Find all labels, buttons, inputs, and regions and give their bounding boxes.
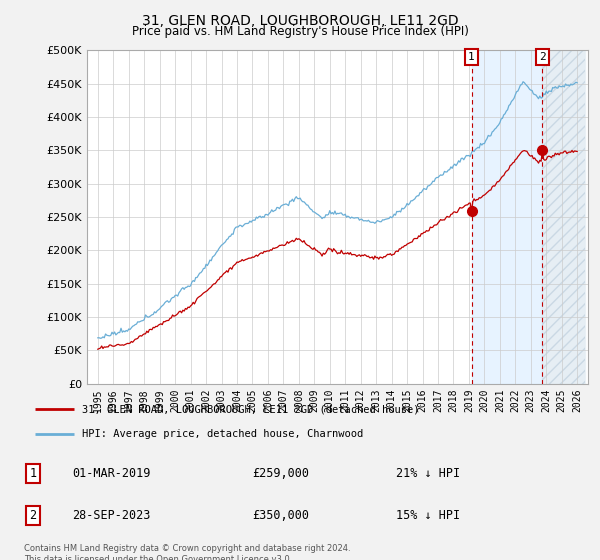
Text: £259,000: £259,000: [252, 466, 309, 480]
Text: 2: 2: [539, 52, 546, 62]
Bar: [542, 50, 585, 384]
Text: Contains HM Land Registry data © Crown copyright and database right 2024.
This d: Contains HM Land Registry data © Crown c…: [24, 544, 350, 560]
Text: 1: 1: [29, 466, 37, 480]
Text: Price paid vs. HM Land Registry's House Price Index (HPI): Price paid vs. HM Land Registry's House …: [131, 25, 469, 38]
Text: 21% ↓ HPI: 21% ↓ HPI: [396, 466, 460, 480]
Text: 1: 1: [468, 52, 475, 62]
Text: 28-SEP-2023: 28-SEP-2023: [72, 508, 151, 522]
Text: 31, GLEN ROAD, LOUGHBOROUGH, LE11 2GD: 31, GLEN ROAD, LOUGHBOROUGH, LE11 2GD: [142, 14, 458, 28]
Text: 15% ↓ HPI: 15% ↓ HPI: [396, 508, 460, 522]
Text: 01-MAR-2019: 01-MAR-2019: [72, 466, 151, 480]
Bar: [472, 50, 542, 384]
Text: 2: 2: [29, 508, 37, 522]
Bar: [542, 50, 585, 384]
Text: HPI: Average price, detached house, Charnwood: HPI: Average price, detached house, Char…: [82, 428, 363, 438]
Text: 31, GLEN ROAD, LOUGHBOROUGH, LE11 2GD (detached house): 31, GLEN ROAD, LOUGHBOROUGH, LE11 2GD (d…: [82, 404, 419, 414]
Text: £350,000: £350,000: [252, 508, 309, 522]
